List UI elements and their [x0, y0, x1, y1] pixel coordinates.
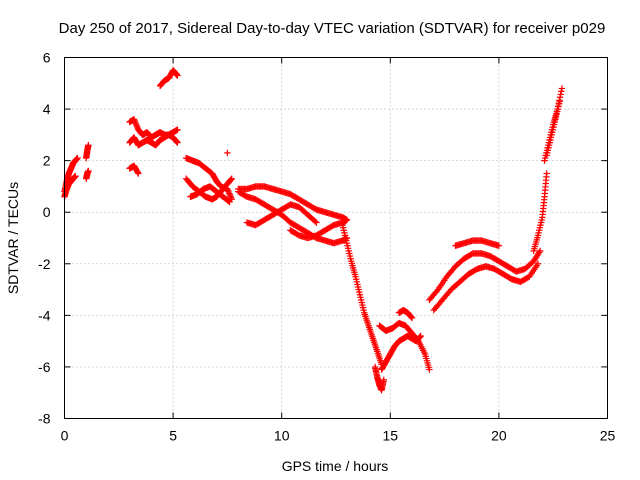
data-point [227, 176, 235, 183]
y-tick-label: -6 [38, 359, 51, 375]
data-point [72, 172, 79, 180]
data-point [85, 167, 92, 175]
data-point [312, 218, 319, 225]
y-tick-labels: -8 -6 -4 -2 0 2 4 6 [38, 50, 51, 427]
data-point [343, 216, 351, 224]
data-point [131, 117, 138, 125]
data-point [536, 249, 543, 256]
data-point [134, 169, 141, 176]
series-arc-u [395, 307, 416, 322]
x-tick-label: 15 [383, 428, 399, 444]
x-tick-label: 5 [169, 428, 177, 444]
chart-title: Day 250 of 2017, Sidereal Day-to-day VTE… [59, 20, 606, 37]
data-point [417, 332, 424, 340]
series-arc-w [430, 260, 542, 314]
data-point [313, 219, 320, 226]
data-point [556, 98, 563, 105]
data-point [174, 126, 181, 133]
data-point [536, 247, 544, 255]
series-arc-t [376, 319, 433, 373]
series-arc-s [378, 332, 424, 373]
data-point [408, 313, 415, 321]
data-point [426, 366, 433, 373]
data-point [226, 191, 234, 199]
data-point [130, 116, 138, 123]
y-tick-label: 0 [43, 204, 51, 220]
data-point [225, 197, 232, 205]
x-tick-labels: 0 5 10 15 20 25 [61, 428, 616, 444]
x-tick-label: 25 [600, 428, 616, 444]
data-point [227, 176, 234, 184]
data-point [85, 141, 92, 149]
grid [64, 57, 608, 419]
data-point [407, 313, 414, 320]
y-tick-label: -4 [38, 307, 51, 323]
series-arc-g [126, 162, 142, 177]
series-arc-x [452, 237, 503, 249]
data-point [380, 376, 387, 384]
data-point [228, 175, 235, 182]
plot-frame [64, 57, 608, 419]
x-tick-label: 0 [61, 428, 69, 444]
x-tick-label: 10 [274, 428, 290, 444]
y-axis-label: SDTVAR / TECUs [5, 182, 21, 294]
data-point [173, 138, 181, 146]
series-arc-f [126, 126, 181, 149]
data-point [132, 119, 139, 126]
data-point [224, 187, 232, 194]
series-arc-d [83, 167, 92, 182]
series-arc-aa [543, 98, 563, 159]
series-arc-c [83, 141, 92, 162]
data-point [557, 91, 564, 98]
data-point [226, 198, 233, 206]
series-arc-k [187, 183, 233, 206]
data-point [132, 120, 140, 128]
x-axis-label: GPS time / hours [282, 458, 389, 474]
series-arc-o [243, 201, 320, 229]
y-tick-label: -2 [38, 256, 51, 272]
data-point [433, 287, 441, 295]
data-point [135, 170, 142, 177]
series-arc-v [426, 247, 544, 304]
data-point [225, 188, 232, 196]
data-point [408, 314, 416, 322]
data-point [558, 88, 565, 95]
series-arc-p [287, 216, 351, 242]
x-tick-label: 20 [491, 428, 507, 444]
series-arc-q [339, 221, 385, 368]
data-point [227, 194, 235, 202]
y-tick-label: 4 [43, 101, 51, 117]
data-point [224, 149, 231, 157]
data-point [174, 139, 181, 146]
data-points [61, 67, 566, 394]
data-point [174, 72, 181, 79]
data-point [133, 123, 141, 130]
data-point [495, 242, 503, 249]
data-point [226, 190, 233, 197]
data-point [173, 137, 180, 145]
ticks [64, 57, 608, 419]
data-point [74, 154, 81, 162]
data-point [543, 170, 550, 177]
y-tick-label: -8 [38, 411, 51, 427]
series-arc-l [224, 149, 231, 157]
y-tick-label: 2 [43, 153, 51, 169]
series-arc-h [156, 67, 181, 90]
y-tick-label: 6 [43, 50, 51, 66]
series-arc-i [182, 154, 235, 203]
data-point [534, 260, 542, 267]
data-point [133, 122, 140, 129]
data-point [558, 85, 566, 92]
data-point [227, 193, 234, 200]
series-arc-y [530, 170, 550, 255]
series-arc-r [371, 363, 387, 394]
